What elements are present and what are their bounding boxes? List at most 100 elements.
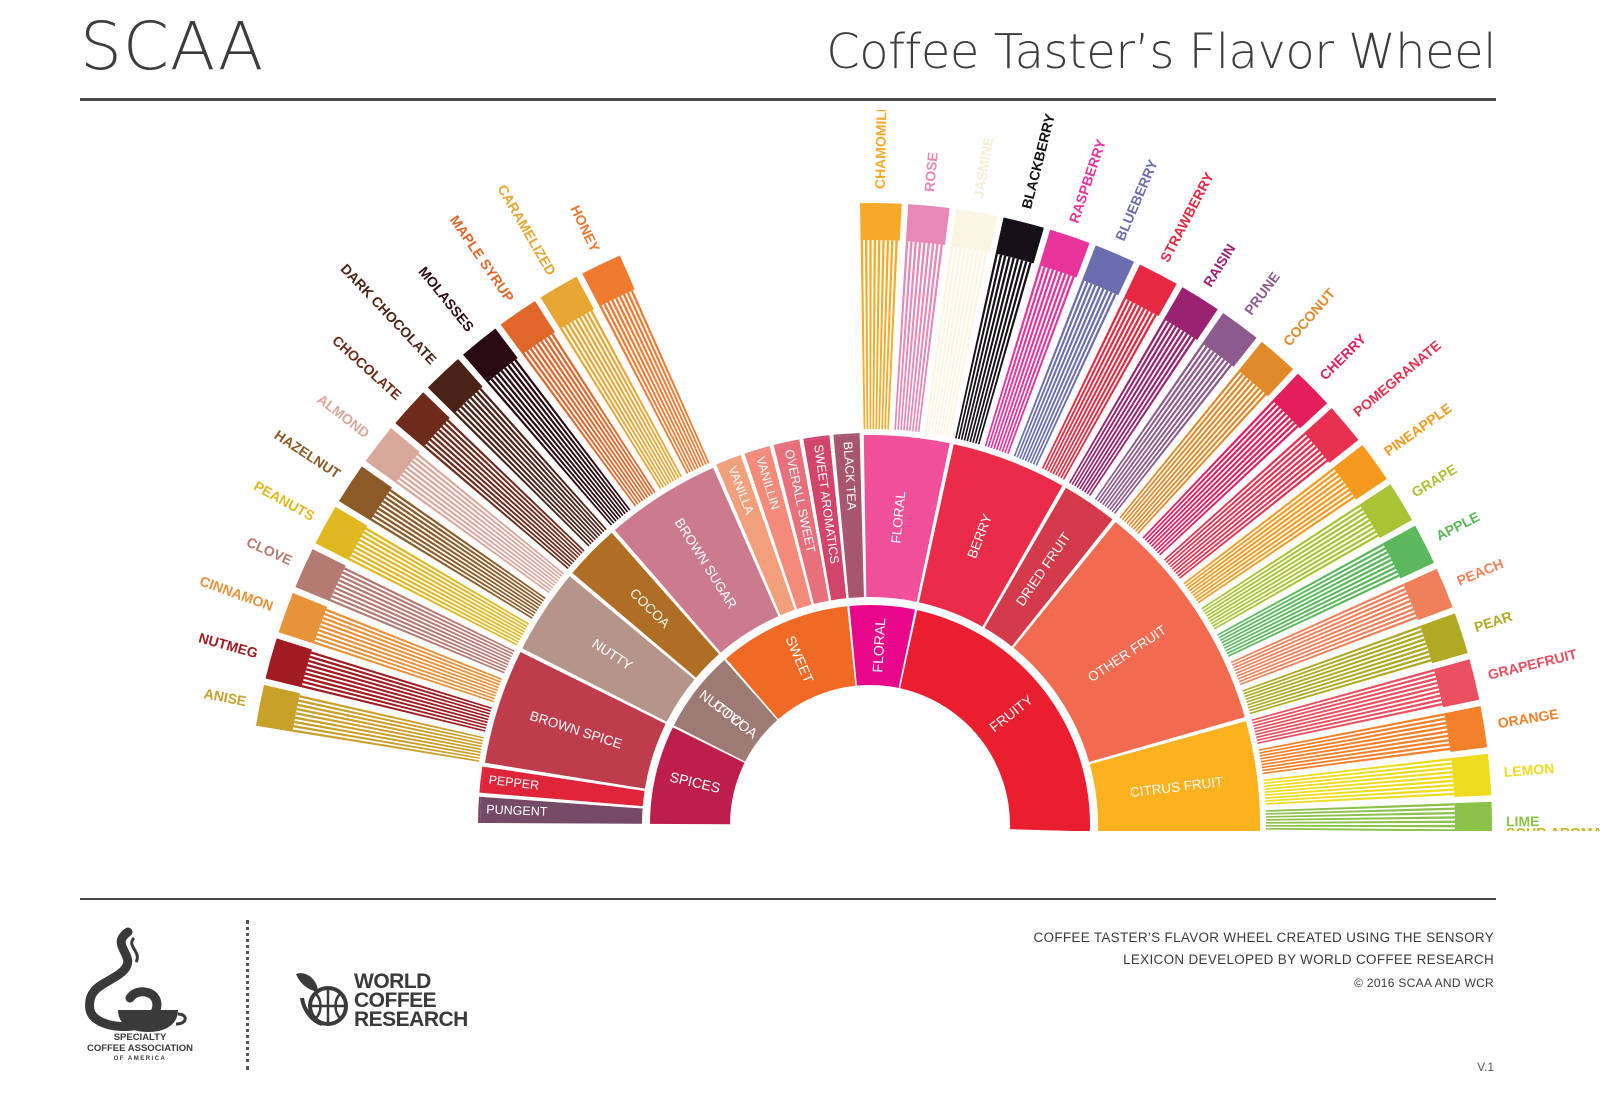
band-stripe-nutmeg xyxy=(308,659,491,715)
band-stripe-grapefruit xyxy=(1256,694,1441,739)
band-stripe-raspberry xyxy=(987,266,1046,448)
tier3-label-prune: PRUNE xyxy=(1241,269,1283,318)
tier3-label-honey: HONEY xyxy=(567,203,603,255)
band-stripe-grapefruit xyxy=(1252,673,1436,724)
band-stripe-almond xyxy=(400,473,554,589)
band-stripe-hazelnut xyxy=(370,518,533,619)
tier2-edge-vanilla xyxy=(716,454,742,467)
band-stripe-dark-chocolate xyxy=(469,396,601,537)
band-stripe-raisin xyxy=(1071,321,1170,485)
tier3-label-maple-syrup: MAPLE SYRUP xyxy=(447,212,517,304)
band-stripe-cherry xyxy=(1150,412,1287,548)
band-stripe-anise xyxy=(298,699,484,742)
band-stripe-lemon xyxy=(1264,766,1453,788)
band-stripe-hazelnut xyxy=(389,489,546,600)
band-stripe-cinnamon xyxy=(322,616,500,686)
band-stripe-molasses xyxy=(503,367,624,517)
tier3-label-nutmeg: NUTMEG xyxy=(197,629,260,661)
band-stripe-clove xyxy=(343,567,515,652)
band-stripe-coconut xyxy=(1126,378,1251,525)
tier2-edge-pungent xyxy=(478,796,482,823)
band-stripe-prune xyxy=(1109,358,1226,511)
band-stripe-nutmeg xyxy=(305,668,489,721)
band-stripe-pineapple xyxy=(1194,488,1351,599)
band-stripe-rose xyxy=(906,242,926,431)
tier3-label-hazelnut: HAZELNUT xyxy=(272,427,344,482)
wheel-mask xyxy=(0,831,1600,870)
tier3-cap-blueberry xyxy=(1082,245,1134,296)
band-stripe-blackberry xyxy=(955,253,998,439)
band-stripe-orange xyxy=(1261,738,1449,769)
band-stripe-lemon xyxy=(1264,779,1454,796)
band-stripe-pomegranate xyxy=(1179,459,1329,579)
band-stripe-strawberry xyxy=(1052,305,1142,475)
tier3-label-blueberry: BLUEBERRY xyxy=(1112,157,1161,244)
tier3-cap-chamomile xyxy=(860,203,902,241)
band-stripe-orange xyxy=(1261,734,1449,766)
band-stripe-molasses xyxy=(490,378,615,524)
band-stripe-lime xyxy=(1265,803,1455,812)
band-stripe-cinnamon xyxy=(316,633,496,697)
band-stripe-maple-syrup xyxy=(529,347,641,503)
brand-title: SCAA xyxy=(80,8,265,85)
band-stripe-chocolate xyxy=(423,445,569,570)
credit-line-2: LEXICON DEVELOPED BY WORLD COFFEE RESEAR… xyxy=(1123,952,1494,967)
band-stripe-clove xyxy=(340,575,512,658)
band-stripe-lime xyxy=(1265,827,1455,832)
band-stripe-rose xyxy=(897,241,913,431)
band-stripe-chocolate xyxy=(432,435,575,563)
band-stripe-blueberry xyxy=(1021,284,1097,460)
band-stripe-apple xyxy=(1219,551,1389,642)
band-stripe-peach xyxy=(1234,595,1410,672)
band-stripe-grape xyxy=(1212,530,1377,628)
band-stripe-prune xyxy=(1097,345,1208,502)
wcr-logo-line3: RESEARCH xyxy=(354,1008,468,1031)
band-stripe-cherry xyxy=(1148,409,1284,545)
tier2-edge-pepper xyxy=(479,766,485,793)
band-stripe-coconut xyxy=(1121,373,1244,521)
band-stripe-jasmine xyxy=(942,249,980,436)
band-stripe-hazelnut xyxy=(382,500,541,607)
band-stripe-chamomile xyxy=(884,240,894,430)
band-stripe-cherry xyxy=(1152,415,1290,550)
band-stripe-orange xyxy=(1259,721,1447,757)
band-stripe-grape xyxy=(1204,511,1366,615)
band-stripe-blueberry xyxy=(1019,283,1093,459)
band-stripe-chamomile xyxy=(875,240,881,430)
band-stripe-raspberry xyxy=(984,265,1042,447)
tier1-label-floral: FLORAL xyxy=(869,617,888,672)
band-stripe-grape xyxy=(1206,515,1368,617)
band-stripe-honey xyxy=(599,305,689,474)
band-stripe-hazelnut xyxy=(375,511,536,614)
tier3-cap-nutmeg xyxy=(265,638,312,688)
band-stripe-dark-chocolate xyxy=(454,411,590,547)
credit-line-1: COFFEE TASTER’S FLAVOR WHEEL CREATED USI… xyxy=(1033,930,1494,945)
band-stripe-coconut xyxy=(1119,370,1241,519)
band-stripe-blueberry xyxy=(1016,281,1089,458)
version-label: V.1 xyxy=(1477,1060,1494,1074)
band-stripe-raisin xyxy=(1068,319,1166,484)
band-stripe-peanuts xyxy=(352,550,521,641)
band-stripe-clove xyxy=(332,590,508,669)
band-stripe-pear xyxy=(1242,625,1421,692)
tier3-cap-coconut xyxy=(1238,341,1294,397)
band-stripe-cherry xyxy=(1157,421,1296,554)
band-stripe-blackberry xyxy=(972,259,1024,443)
band-stripe-coconut xyxy=(1135,390,1264,532)
band-stripe-lemon xyxy=(1265,792,1455,805)
tier3-cap-orange xyxy=(1444,706,1488,752)
band-stripe-nutmeg xyxy=(306,663,490,718)
band-stripe-coconut xyxy=(1130,384,1257,528)
band-stripe-honey xyxy=(611,299,697,470)
band-stripe-lemon xyxy=(1265,788,1454,802)
band-stripe-strawberry xyxy=(1047,301,1134,472)
band-stripe-chocolate xyxy=(443,422,583,554)
band-stripe-peanuts xyxy=(362,531,528,628)
band-stripe-pineapple xyxy=(1192,485,1348,597)
band-stripe-peanuts xyxy=(354,546,522,638)
band-stripe-lemon xyxy=(1264,775,1454,793)
band-stripe-coconut xyxy=(1132,387,1261,530)
band-stripe-orange xyxy=(1262,747,1451,775)
header-divider xyxy=(80,98,1496,101)
tier2-segment-sweet-aromatics xyxy=(803,437,847,601)
